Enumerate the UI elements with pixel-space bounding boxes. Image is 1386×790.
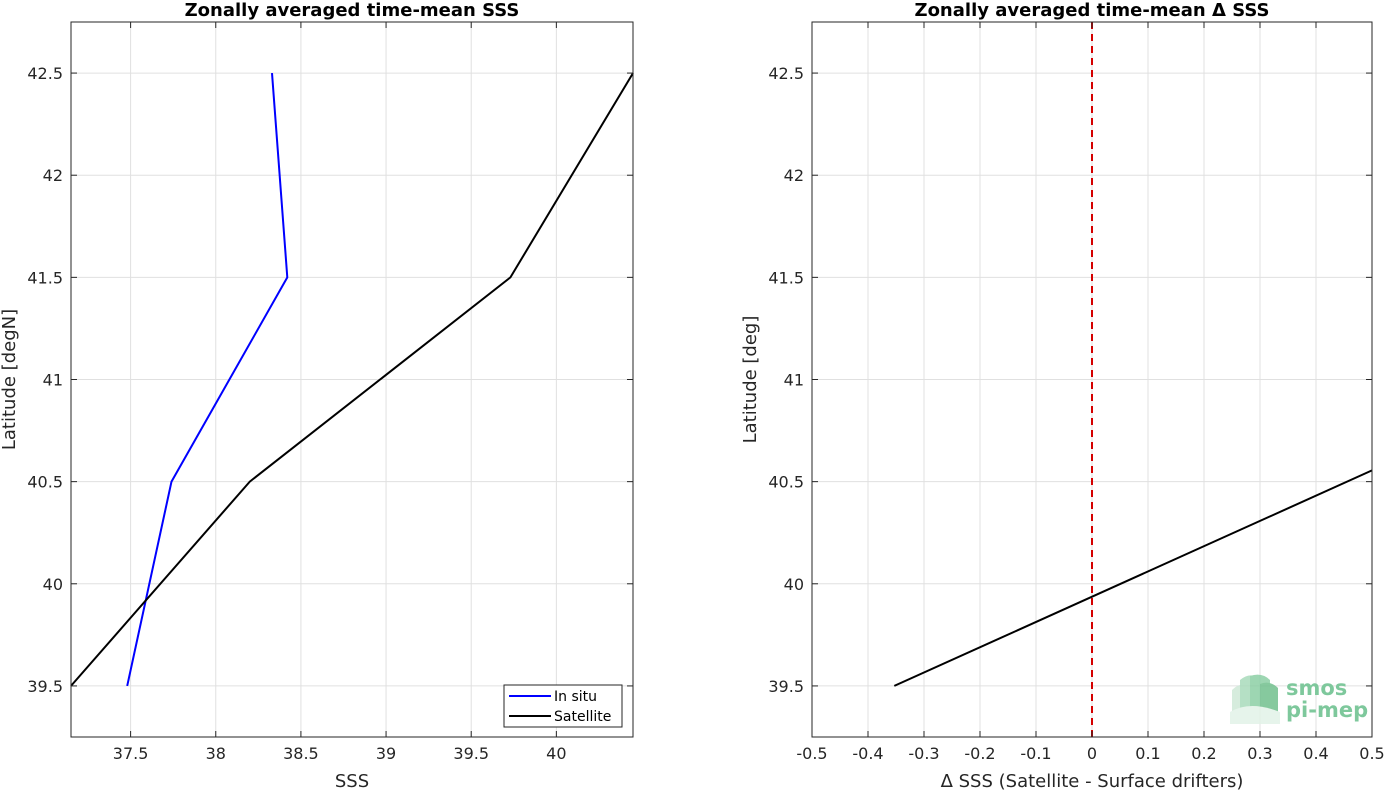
y-tick-label: 41.5 — [768, 268, 804, 287]
y-tick-label: 42 — [784, 166, 804, 185]
logo-line-1: smos — [1286, 676, 1347, 700]
logo-line-2: pi-mep — [1286, 698, 1368, 722]
delta-sss-series — [893, 22, 1373, 737]
x-tick-label: 0.2 — [1191, 744, 1216, 763]
x-tick-label: -0.1 — [1020, 744, 1051, 763]
legend-label: Satellite — [554, 709, 611, 725]
sss-chart-title: Zonally averaged time-mean SSS — [185, 0, 520, 21]
smos-pi-mep-logo: smos pi-mep — [1230, 674, 1368, 724]
delta-sss-series-line — [893, 469, 1373, 687]
y-tick-label: 41.5 — [27, 268, 63, 287]
x-tick-label: 39 — [376, 744, 396, 763]
sss-series — [70, 72, 634, 687]
logo-waves-icon — [1230, 674, 1280, 724]
y-tick-label: 42.5 — [768, 64, 804, 83]
x-tick-label: -0.3 — [908, 744, 939, 763]
x-tick-label: 37.5 — [113, 744, 149, 763]
sss-y-axis-label: Latitude [degN] — [0, 309, 20, 450]
x-tick-label: -0.4 — [852, 744, 883, 763]
delta-sss-panel: -0.5 -0.4 -0.3 -0.2 -0.1 0 0.1 0.2 0.3 0.4 0.5 39.5… — [740, 0, 1385, 790]
x-tick-label: -0.2 — [964, 744, 995, 763]
y-tick-label: 40.5 — [27, 473, 63, 492]
legend-box — [503, 684, 623, 728]
y-tick-label: 39.5 — [768, 677, 804, 696]
x-tick-label: 0.1 — [1135, 744, 1160, 763]
y-tick-label: 42 — [43, 166, 63, 185]
y-tick-label: 40 — [43, 575, 63, 594]
x-tick-label: 38.5 — [283, 744, 319, 763]
legend-label: In situ — [554, 689, 597, 705]
y-tick-label: 39.5 — [27, 677, 63, 696]
y-tick-label: 41 — [43, 371, 63, 390]
sss-ticks: 37.5 38 38.5 39 39.5 40 39.5 40 40.5 41 41.5 42 42.5 — [27, 22, 633, 763]
x-tick-label: 0.3 — [1247, 744, 1272, 763]
x-tick-label: 39.5 — [453, 744, 489, 763]
y-tick-label: 40.5 — [768, 473, 804, 492]
x-tick-label: 38 — [206, 744, 226, 763]
sss-x-axis-label: SSS — [335, 771, 369, 790]
sss-panel: 37.5 38 38.5 39 39.5 40 39.5 40 40.5 41 41.5 42 42.5… — [0, 0, 634, 790]
in-situ-series-line — [126, 73, 289, 687]
x-tick-label: 0 — [1087, 744, 1097, 763]
satellite-series-line — [70, 72, 634, 687]
x-tick-label: 0.5 — [1359, 744, 1384, 763]
y-tick-label: 42.5 — [27, 64, 63, 83]
x-tick-label: 0.4 — [1303, 744, 1328, 763]
delta-sss-ticks: -0.5 -0.4 -0.3 -0.2 -0.1 0 0.1 0.2 0.3 0.4 0.5 39.5… — [768, 22, 1385, 763]
delta-sss-y-axis-label: Latitude [deg] — [740, 316, 761, 444]
delta-sss-chart-title: Zonally averaged time-mean Δ SSS — [915, 0, 1270, 21]
legend: In situ Satellite — [503, 684, 623, 728]
x-tick-label: 40 — [546, 744, 566, 763]
delta-sss-x-axis-label: Δ SSS (Satellite - Surface drifters) — [941, 771, 1244, 790]
x-tick-label: -0.5 — [796, 744, 827, 763]
y-tick-label: 41 — [784, 371, 804, 390]
y-tick-label: 40 — [784, 575, 804, 594]
